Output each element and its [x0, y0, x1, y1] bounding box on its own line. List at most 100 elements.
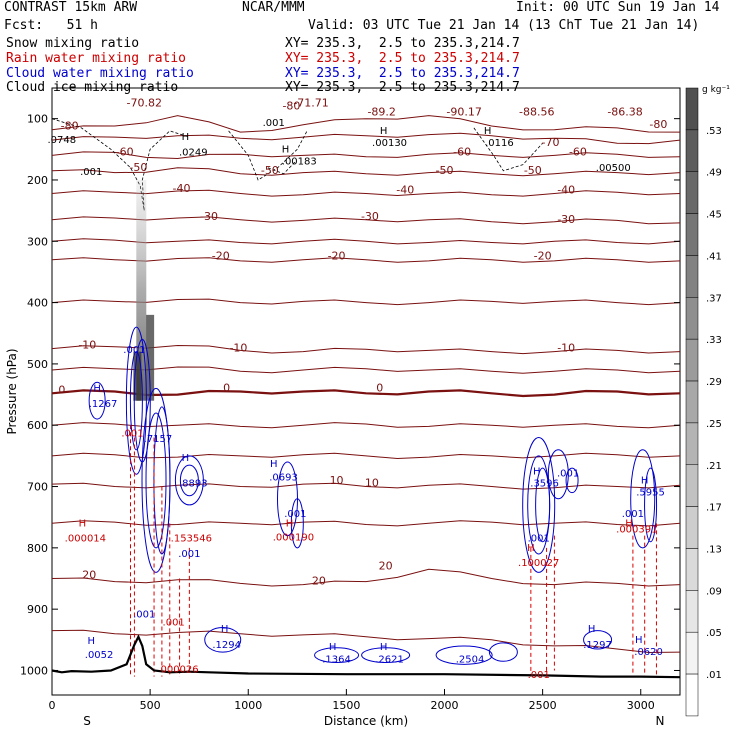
temperature-label: 20: [82, 569, 96, 582]
colorbar-swatch: [685, 338, 699, 382]
cloud-water-label: H: [182, 453, 190, 464]
cloud-water-label: .3596: [530, 479, 559, 490]
colorbar-label: .49: [706, 168, 722, 179]
temperature-label: 10: [330, 474, 344, 487]
cloud-water-label: .0693: [269, 472, 298, 483]
legend-cloud-water-name: Cloud water mixing ratio: [6, 66, 194, 81]
colorbar-swatch: [685, 380, 699, 424]
temperature-label: -30: [557, 213, 575, 226]
cloud-water-contour: [488, 642, 518, 662]
temperature-contour: [51, 151, 681, 160]
temperature-label: -60: [569, 145, 587, 158]
rain-label: H: [527, 543, 535, 554]
temperature-contour: [51, 344, 681, 355]
y-tick-label: 300: [27, 235, 48, 248]
cloud-water-contour: [547, 449, 569, 500]
colorbar-label: .33: [706, 335, 722, 346]
colorbar-label: .09: [706, 586, 722, 597]
colorbar-label: .05: [706, 628, 722, 639]
temperature-label: -10: [229, 342, 247, 355]
cloud-water-label: .1297: [583, 640, 612, 651]
temperature-contour: [51, 520, 681, 527]
colorbar-label: .41: [706, 251, 722, 262]
colorbar-swatch: [685, 631, 699, 675]
cloud-water-contour: [204, 627, 242, 653]
temperature-label: -50: [261, 164, 279, 177]
cloud-water-contour: [290, 498, 304, 549]
temperature-contour: [51, 568, 681, 587]
x-tick-label: 500: [140, 699, 161, 712]
legend-snow-xy: XY= 235.3, 2.5 to 235.3,214.7: [285, 36, 520, 51]
colorbar-swatch: [685, 213, 699, 256]
cloud-water-label: .0620: [634, 647, 663, 658]
colorbar-label: .45: [706, 210, 722, 221]
cloud-water-label: .5955: [636, 488, 665, 499]
temperature-label: -40: [557, 183, 575, 196]
temperature-label: -30: [200, 210, 218, 223]
colorbar-swatch: [685, 297, 699, 340]
temperature-contour: [51, 238, 681, 245]
y-tick-label: 800: [27, 542, 48, 555]
snow-label: .00183: [282, 157, 317, 168]
rain-label: .001: [121, 428, 143, 439]
temperature-label: -20: [212, 250, 230, 263]
temperature-contour: [51, 452, 681, 460]
cloud-water-label: H: [93, 384, 101, 395]
temperature-label: -70: [541, 136, 559, 149]
y-tick-label: 500: [27, 358, 48, 371]
cloud-water-label: .001: [557, 469, 579, 480]
colorbar-label: .17: [706, 503, 722, 514]
temperature-label: -60: [453, 145, 471, 158]
temperature-contour: [51, 366, 681, 374]
y-tick-label: 400: [27, 297, 48, 310]
rain-label: H: [286, 518, 294, 529]
temperature-label: 20: [312, 575, 326, 588]
colorbar-swatch: [685, 422, 699, 466]
snow-plume: [136, 179, 147, 401]
colorbar-label: .37: [706, 293, 722, 304]
temperature-label: -80: [61, 120, 79, 133]
colorbar-swatch: [685, 87, 699, 131]
colorbar-label: .21: [706, 461, 722, 472]
cloud-water-contour: [630, 449, 656, 549]
snow-label: .0748: [47, 135, 76, 146]
temperature-contour: [51, 132, 681, 145]
temperature-label: -60: [116, 145, 134, 158]
cloud-water-label: H: [588, 624, 596, 635]
temperature-label: 20: [379, 559, 393, 572]
cloud-water-contour: [179, 464, 199, 497]
colorbar-unit: g kg⁻¹: [702, 85, 730, 95]
colorbar-swatch: [685, 673, 699, 717]
colorbar-label: .53: [706, 126, 722, 137]
temperature-label: -10: [557, 342, 575, 355]
cloud-water-label: .7157: [144, 434, 173, 445]
cloud-water-contour: [583, 630, 613, 650]
temperature-label: 0: [376, 382, 383, 395]
rain-label: .153546: [171, 534, 212, 545]
colorbar-swatch: [685, 590, 699, 633]
temperature-label: -50: [524, 164, 542, 177]
cloud-water-label: H: [329, 642, 337, 653]
cloud-water-contour: [435, 645, 493, 665]
rain-label: 000026: [160, 664, 198, 675]
cloud-water-label: H: [641, 475, 649, 486]
colorbar-swatch: [685, 506, 699, 549]
cloud-water-contour: [145, 412, 167, 549]
rain-label: H: [625, 518, 633, 529]
temperature-label: -10: [78, 339, 96, 352]
cloud-water-label: .001: [528, 534, 550, 545]
plot-frame: [51, 87, 681, 696]
model-title: CONTRAST 15km ARW: [4, 0, 138, 15]
colorbar-swatch: [685, 129, 699, 172]
cloud-water-label: .001: [622, 509, 644, 520]
snow-label: H: [182, 132, 190, 143]
snow-contour: [473, 127, 543, 172]
temperature-label: -40: [396, 183, 414, 196]
snow-label: .00130: [372, 138, 407, 149]
snow-label: .00500: [596, 163, 631, 174]
terrain-line: [51, 634, 681, 679]
temperature-contour: [51, 629, 681, 654]
snow-label: H: [282, 144, 290, 155]
snow-contour: [267, 161, 296, 175]
